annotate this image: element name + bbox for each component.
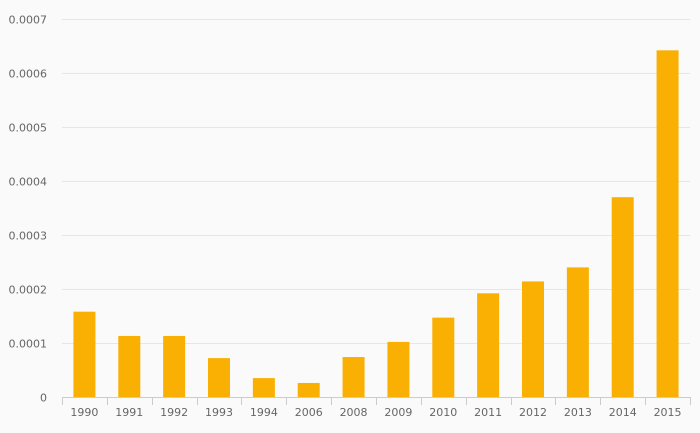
x-tick-label: 2014	[609, 406, 637, 419]
bar-1994	[252, 378, 275, 397]
y-tick-label: 0.0003	[9, 230, 48, 243]
x-axis-labels: 1990 1991 1992 1993 1994 2006 2008 2009 2010 2011…	[70, 406, 681, 419]
x-tick-label: 2008	[340, 406, 368, 419]
bar-2014	[611, 197, 634, 397]
y-axis-labels: 0 0.0001 0.0002 0.0003 0.0004 0.0005 0.0006 0.0…	[9, 14, 48, 405]
bar-2012	[522, 281, 544, 397]
x-tick-label: 1991	[115, 406, 143, 419]
x-tick-label: 1990	[70, 406, 98, 419]
y-tick-label: 0.0002	[9, 284, 48, 297]
y-tick-label: 0.0007	[9, 14, 48, 27]
x-axis	[62, 397, 691, 405]
x-tick-label: 2012	[519, 406, 547, 419]
x-tick-label: 2011	[474, 406, 502, 419]
x-tick-label: 1994	[250, 406, 278, 419]
bar-2006	[297, 382, 320, 397]
bar-2008	[342, 357, 365, 397]
bar-1991	[118, 335, 141, 397]
x-tick-label: 2015	[654, 406, 682, 419]
x-tick-label: 1993	[205, 406, 233, 419]
bar-1993	[208, 358, 230, 397]
x-tick-label: 2010	[429, 406, 457, 419]
bar-2010	[432, 317, 455, 397]
bar-2011	[477, 293, 500, 397]
y-tick-label: 0	[40, 392, 47, 405]
bar-1990	[73, 311, 96, 397]
y-tick-label: 0.0006	[9, 68, 48, 81]
bar-2013	[566, 267, 589, 397]
x-tick-label: 1992	[160, 406, 188, 419]
x-tick-label: 2006	[295, 406, 323, 419]
bars	[73, 50, 679, 397]
x-tick-label: 2013	[564, 406, 592, 419]
y-tick-label: 0.0001	[9, 338, 48, 351]
y-tick-label: 0.0004	[9, 176, 48, 189]
bar-1992	[163, 335, 186, 397]
y-tick-label: 0.0005	[9, 122, 48, 135]
bar-2009	[387, 341, 410, 397]
gridlines	[62, 19, 690, 344]
bar-2015	[656, 50, 679, 397]
x-tick-label: 2009	[384, 406, 412, 419]
